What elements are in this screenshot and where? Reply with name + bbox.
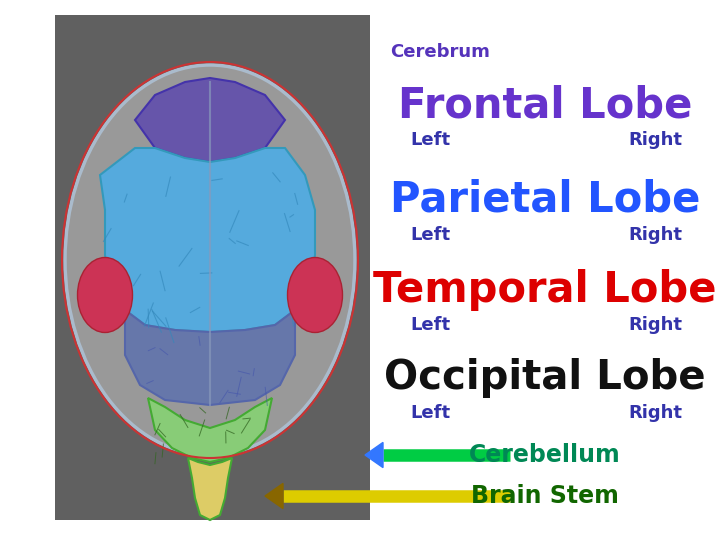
Text: Right: Right [628,404,682,422]
Text: Right: Right [628,226,682,244]
Polygon shape [125,310,295,405]
Bar [55,15,370,520]
Text: Cerebrum: Cerebrum [390,43,490,61]
Polygon shape [188,458,232,520]
Polygon shape [100,148,315,332]
Text: Right: Right [628,131,682,149]
Text: Right: Right [628,316,682,334]
Polygon shape [135,78,285,162]
Ellipse shape [78,258,132,333]
Text: Left: Left [410,131,450,149]
Text: Frontal Lobe: Frontal Lobe [398,84,692,126]
Text: Cerebellum: Cerebellum [469,443,621,467]
Polygon shape [148,398,272,462]
Text: Left: Left [410,404,450,422]
Ellipse shape [65,65,355,455]
Text: Temporal Lobe: Temporal Lobe [373,269,716,311]
Text: Parietal Lobe: Parietal Lobe [390,179,700,221]
Text: Brain Stem: Brain Stem [471,484,619,508]
Text: Left: Left [410,316,450,334]
FancyArrow shape [265,483,283,509]
Text: Occipital Lobe: Occipital Lobe [384,358,706,398]
Ellipse shape [287,258,343,333]
Text: Left: Left [410,226,450,244]
FancyArrow shape [365,442,383,468]
